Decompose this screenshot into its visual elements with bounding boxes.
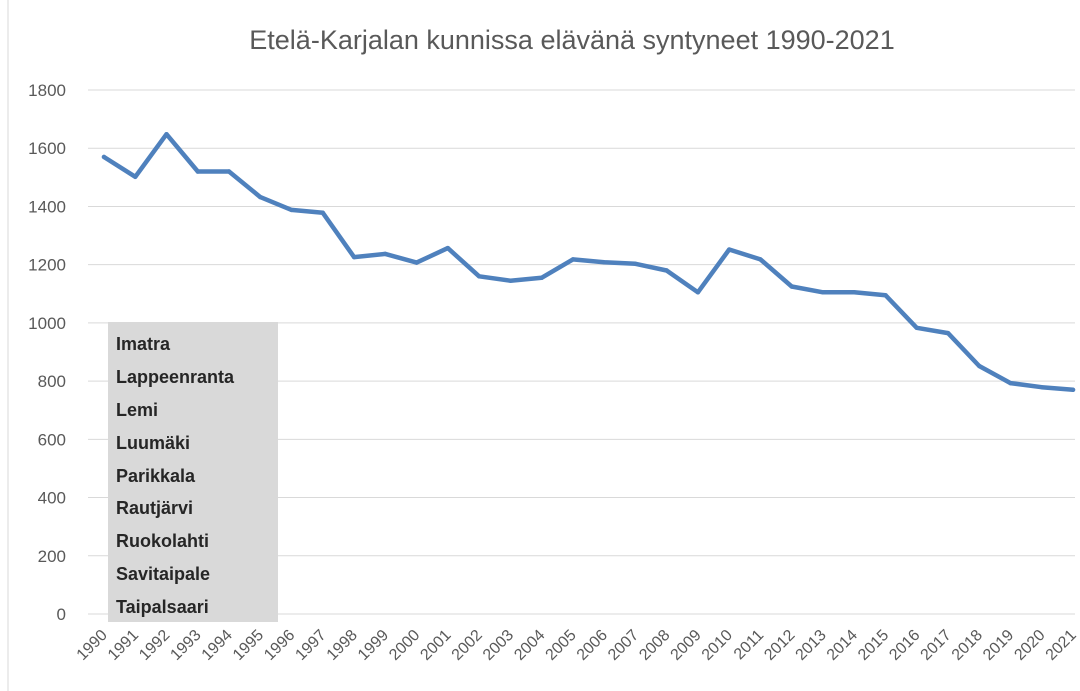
x-tick-label: 1993 [167,627,204,664]
data-point-1997 [320,210,326,216]
data-point-2020 [1039,385,1044,390]
x-axis-ticks: 1990199119921993199419951996199719981999… [74,627,1080,664]
data-point-2010 [726,247,732,252]
chart-title: Etelä-Karjalan kunnissa elävänä syntynee… [249,25,894,55]
municipality-item: Luumäki [116,432,191,453]
x-tick-label: 1996 [261,627,298,664]
x-tick-label: 2012 [761,627,798,664]
x-tick-label: 1997 [292,627,329,664]
x-tick-label: 2018 [949,627,986,664]
x-tick-label: 1998 [324,627,361,664]
x-tick-label: 2017 [918,627,955,664]
data-point-2008 [664,268,669,273]
data-point-2003 [508,278,513,283]
data-point-1991 [133,174,138,179]
municipality-item: Lemi [116,399,159,420]
municipality-item: Lappeenranta [116,366,235,387]
municipality-item: Parikkala [116,465,196,486]
data-point-1994 [226,169,232,174]
municipality-list: Imatra Lappeenranta Lemi Luumäki Parikkala Ra… [108,322,278,624]
data-point-2021 [1070,387,1076,393]
x-tick-label: 2002 [449,627,486,664]
municipality-item: Taipalsaari [116,597,209,618]
data-point-2000 [414,260,419,265]
data-point-2001 [445,245,451,251]
data-point-1999 [383,251,388,257]
x-tick-label: 2010 [699,627,736,664]
x-tick-label: 1991 [105,627,142,664]
x-tick-label: 2006 [574,627,611,664]
x-tick-label: 2015 [855,627,892,664]
x-tick-label: 2014 [824,627,861,664]
data-point-1990 [101,154,107,160]
data-point-2004 [539,275,544,280]
x-tick-label: 2016 [886,627,923,664]
data-point-2002 [476,274,482,279]
y-axis-ticks: 0 200 400 600 800 1000 1200 1400 1600 1800 [28,81,66,624]
x-tick-label: 1995 [230,627,267,664]
data-point-1992 [164,132,169,137]
data-point-2017 [945,330,951,336]
x-tick-label: 2008 [636,627,673,664]
x-tick-label: 2004 [511,627,548,664]
x-tick-label: 1992 [136,627,173,664]
series-line [101,131,1076,393]
y-tick-label: 0 [57,605,66,624]
municipality-item: Rautjärvi [116,498,194,519]
municipality-item: Savitaipale [116,564,211,585]
data-point-2014 [851,290,857,295]
y-tick-label: 800 [38,372,66,391]
x-tick-label: 2000 [386,627,423,664]
data-point-1995 [258,194,263,200]
municipality-item: Ruokolahti [116,531,209,552]
data-point-2018 [977,363,982,369]
x-tick-label: 2009 [668,627,705,664]
x-tick-label: 2019 [980,627,1017,664]
x-tick-label: 1994 [199,627,236,664]
municipality-list-box: Imatra Lappeenranta Lemi Luumäki Parikkala Ra… [108,322,278,622]
x-tick-label: 2003 [480,627,517,664]
y-tick-label: 1000 [28,314,66,333]
x-tick-label: 1990 [74,627,111,664]
data-point-2007 [633,261,638,266]
x-tick-label: 2013 [793,627,830,664]
data-point-1996 [289,207,294,213]
data-point-2005 [570,257,576,262]
y-tick-label: 400 [38,489,66,508]
series-layer [101,131,1076,393]
y-tick-label: 600 [38,430,66,449]
data-point-2009 [695,290,701,295]
data-point-2006 [601,260,607,265]
x-tick-label: 2007 [605,627,642,664]
x-tick-label: 2001 [417,627,454,664]
municipality-item: Imatra [116,334,171,354]
x-tick-label: 1999 [355,627,392,664]
data-point-1993 [195,169,200,174]
y-tick-label: 1800 [28,81,66,100]
x-tick-label: 2005 [543,627,580,664]
y-tick-label: 1400 [28,197,66,216]
data-point-2011 [758,257,763,262]
y-tick-label: 1200 [28,256,66,275]
y-tick-label: 1600 [28,139,66,158]
x-tick-label: 2020 [1011,627,1048,664]
data-point-1998 [351,254,357,260]
x-tick-label: 2011 [731,627,767,663]
x-tick-label: 2021 [1043,627,1080,664]
data-point-2015 [883,293,888,298]
y-tick-label: 200 [38,547,66,566]
data-point-2016 [914,325,919,331]
data-point-2019 [1008,380,1013,386]
data-point-2012 [789,284,794,289]
data-point-2013 [820,290,826,295]
